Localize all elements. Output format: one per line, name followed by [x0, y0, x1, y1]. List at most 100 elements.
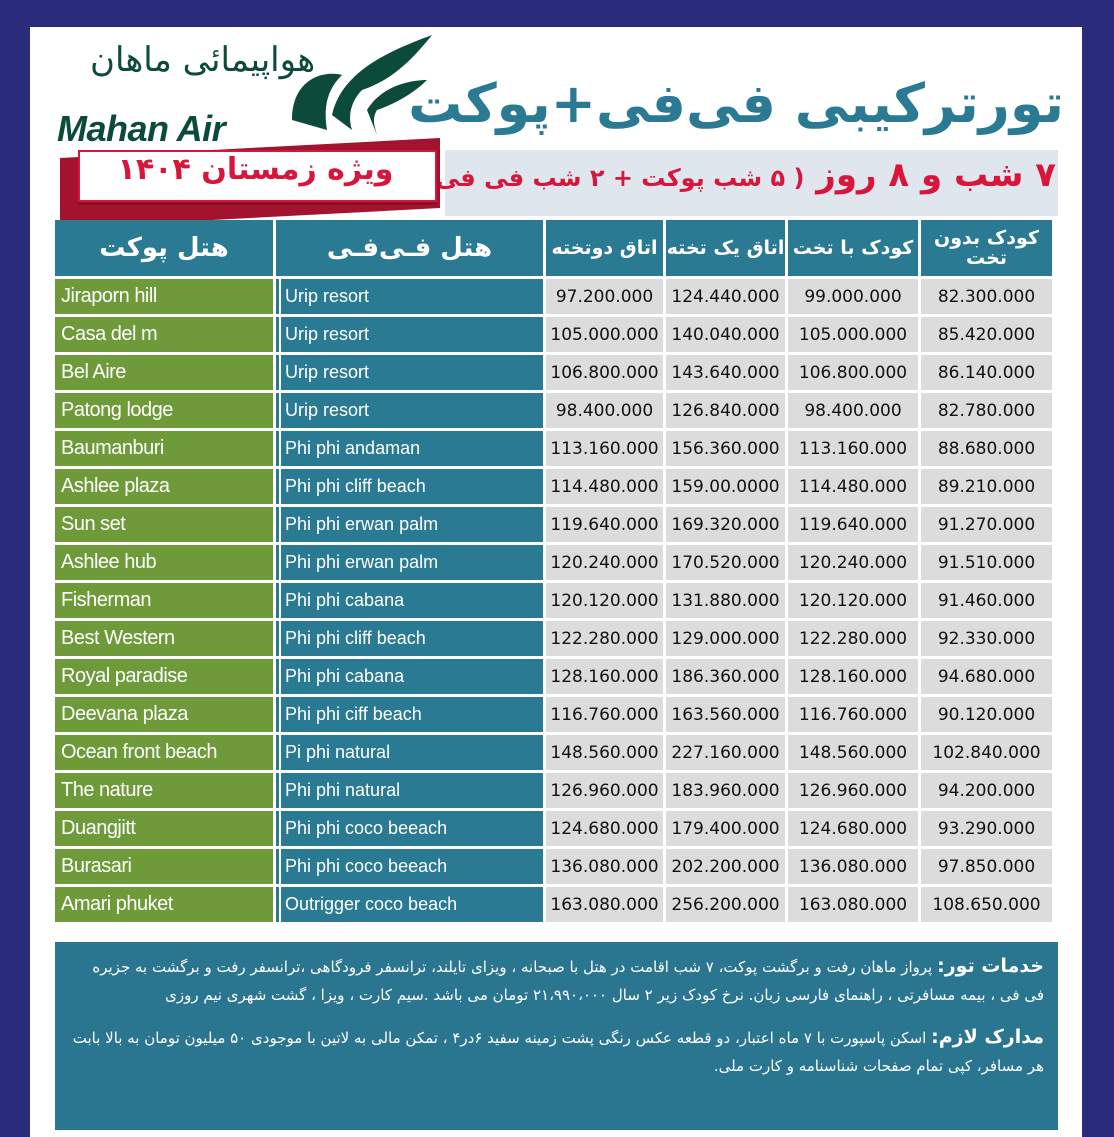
- page-title: تورترکیبی فی‌فی+پوکت: [408, 72, 1064, 135]
- table-row: Ocean front beach Pi phi natural 148.560.0…: [55, 735, 1052, 770]
- price-cell: 116.760.000: [788, 697, 918, 732]
- phiphi-hotel-cell: Phi phi cabana: [276, 583, 543, 618]
- price-cell: 124.680.000: [788, 811, 918, 846]
- phiphi-hotel-cell: Phi phi cabana: [276, 659, 543, 694]
- table-row: Ashlee hub Phi phi erwan palm 120.240.000 1…: [55, 545, 1052, 580]
- price-cell: 256.200.000: [666, 887, 785, 922]
- phiphi-hotel-cell: Pi phi natural: [276, 735, 543, 770]
- phuket-hotel-cell: The nature: [55, 773, 273, 808]
- footer-info: خدمات تور: پرواز ماهان رفت و برگشت پوکت،…: [55, 942, 1058, 1130]
- price-cell: 82.780.000: [921, 393, 1052, 428]
- phuket-hotel-cell: Jiraporn hill: [55, 279, 273, 314]
- price-cell: 169.320.000: [666, 507, 785, 542]
- column-header: هتل فـی‌فـی: [276, 220, 543, 276]
- table-row: Deevana plaza Phi phi ciff beach 116.760.0…: [55, 697, 1052, 732]
- price-cell: 170.520.000: [666, 545, 785, 580]
- price-cell: 89.210.000: [921, 469, 1052, 504]
- phiphi-hotel-cell: Phi phi natural: [276, 773, 543, 808]
- table-row: The nature Phi phi natural 126.960.000 183.…: [55, 773, 1052, 808]
- price-cell: 148.560.000: [788, 735, 918, 770]
- subtitle-main: ۷ شب و ۸ روز: [816, 155, 1056, 195]
- phuket-hotel-cell: Amari phuket: [55, 887, 273, 922]
- price-cell: 98.400.000: [788, 393, 918, 428]
- price-cell: 163.080.000: [546, 887, 663, 922]
- table-row: Baumanburi Phi phi andaman 113.160.000 156.…: [55, 431, 1052, 466]
- documents-text: اسکن پاسپورت با ۷ ماه اعتبار، دو قطعه عک…: [72, 1029, 1044, 1075]
- logo-text-en: Mahan Air: [57, 108, 226, 149]
- subtitle-detail: ( ۵ شب پوکت + ۲ شب فی فی ): [416, 164, 805, 192]
- price-cell: 143.640.000: [666, 355, 785, 390]
- season-badge-text: ویژه زمستان ۱۴۰۴: [117, 152, 394, 187]
- phiphi-hotel-cell: Urip resort: [276, 355, 543, 390]
- price-cell: 148.560.000: [546, 735, 663, 770]
- phiphi-hotel-cell: Phi phi cliff beach: [276, 621, 543, 656]
- price-cell: 136.080.000: [546, 849, 663, 884]
- price-cell: 186.360.000: [666, 659, 785, 694]
- price-cell: 91.270.000: [921, 507, 1052, 542]
- phuket-hotel-cell: Patong lodge: [55, 393, 273, 428]
- price-cell: 129.000.000: [666, 621, 785, 656]
- phuket-hotel-cell: Royal paradise: [55, 659, 273, 694]
- phuket-hotel-cell: Burasari: [55, 849, 273, 884]
- price-cell: 202.200.000: [666, 849, 785, 884]
- price-cell: 114.480.000: [546, 469, 663, 504]
- price-cell: 102.840.000: [921, 735, 1052, 770]
- documents-label: مدارک لازم:: [931, 1026, 1044, 1048]
- phiphi-hotel-cell: Urip resort: [276, 317, 543, 352]
- phuket-hotel-cell: Duangjitt: [55, 811, 273, 846]
- subtitle: ۷ شب و ۸ روز ( ۵ شب پوکت + ۲ شب فی فی ): [416, 155, 1056, 195]
- price-cell: 179.400.000: [666, 811, 785, 846]
- phuket-hotel-cell: Casa del m: [55, 317, 273, 352]
- price-cell: 93.290.000: [921, 811, 1052, 846]
- services-paragraph: خدمات تور: پرواز ماهان رفت و برگشت پوکت،…: [69, 952, 1044, 1009]
- price-cell: 156.360.000: [666, 431, 785, 466]
- column-header: کودک با تخت: [788, 220, 918, 276]
- phuket-hotel-cell: Deevana plaza: [55, 697, 273, 732]
- price-cell: 97.850.000: [921, 849, 1052, 884]
- price-cell: 82.300.000: [921, 279, 1052, 314]
- price-cell: 126.960.000: [788, 773, 918, 808]
- price-cell: 91.510.000: [921, 545, 1052, 580]
- price-cell: 97.200.000: [546, 279, 663, 314]
- phiphi-hotel-cell: Phi phi erwan palm: [276, 507, 543, 542]
- price-cell: 183.960.000: [666, 773, 785, 808]
- phuket-hotel-cell: Ashlee plaza: [55, 469, 273, 504]
- table-row: Jiraporn hill Urip resort 97.200.000 124.44…: [55, 279, 1052, 314]
- phuket-hotel-cell: Best Western: [55, 621, 273, 656]
- price-cell: 98.400.000: [546, 393, 663, 428]
- price-cell: 140.040.000: [666, 317, 785, 352]
- phuket-hotel-cell: Sun set: [55, 507, 273, 542]
- phiphi-hotel-cell: Urip resort: [276, 279, 543, 314]
- season-badge: [78, 150, 437, 202]
- price-cell: 122.280.000: [546, 621, 663, 656]
- price-cell: 120.120.000: [788, 583, 918, 618]
- price-cell: 124.440.000: [666, 279, 785, 314]
- table-row: Best Western Phi phi cliff beach 122.280.…: [55, 621, 1052, 656]
- table-row: Burasari Phi phi coco beeach 136.080.000 20…: [55, 849, 1052, 884]
- phuket-hotel-cell: Ocean front beach: [55, 735, 273, 770]
- price-cell: 119.640.000: [546, 507, 663, 542]
- column-header: اتاق دوتخته: [546, 220, 663, 276]
- price-cell: 114.480.000: [788, 469, 918, 504]
- subtitle-band: [445, 150, 1058, 216]
- services-label: خدمات تور:: [937, 955, 1044, 977]
- price-cell: 126.960.000: [546, 773, 663, 808]
- table-row: Duangjitt Phi phi coco beeach 124.680.000 1…: [55, 811, 1052, 846]
- price-cell: 163.560.000: [666, 697, 785, 732]
- price-cell: 99.000.000: [788, 279, 918, 314]
- documents-paragraph: مدارک لازم: اسکن پاسپورت با ۷ ماه اعتبار…: [69, 1023, 1044, 1080]
- table-row: Bel Aire Urip resort 106.800.000 143.640.00…: [55, 355, 1052, 390]
- phiphi-hotel-cell: Outrigger coco beach: [276, 887, 543, 922]
- table-row: Patong lodge Urip resort 98.400.000 126.840…: [55, 393, 1052, 428]
- phuket-hotel-cell: Fisherman: [55, 583, 273, 618]
- price-cell: 106.800.000: [546, 355, 663, 390]
- phiphi-hotel-cell: Phi phi coco beeach: [276, 849, 543, 884]
- column-header: اتاق یک تخته: [666, 220, 785, 276]
- price-cell: 126.840.000: [666, 393, 785, 428]
- price-cell: 122.280.000: [788, 621, 918, 656]
- price-cell: 136.080.000: [788, 849, 918, 884]
- phuket-hotel-cell: Bel Aire: [55, 355, 273, 390]
- price-cell: 120.240.000: [788, 545, 918, 580]
- price-cell: 85.420.000: [921, 317, 1052, 352]
- phiphi-hotel-cell: Phi phi coco beeach: [276, 811, 543, 846]
